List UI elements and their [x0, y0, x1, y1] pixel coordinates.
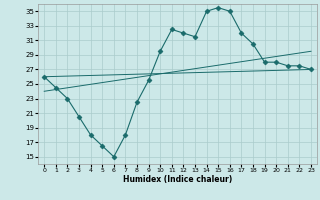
X-axis label: Humidex (Indice chaleur): Humidex (Indice chaleur): [123, 175, 232, 184]
